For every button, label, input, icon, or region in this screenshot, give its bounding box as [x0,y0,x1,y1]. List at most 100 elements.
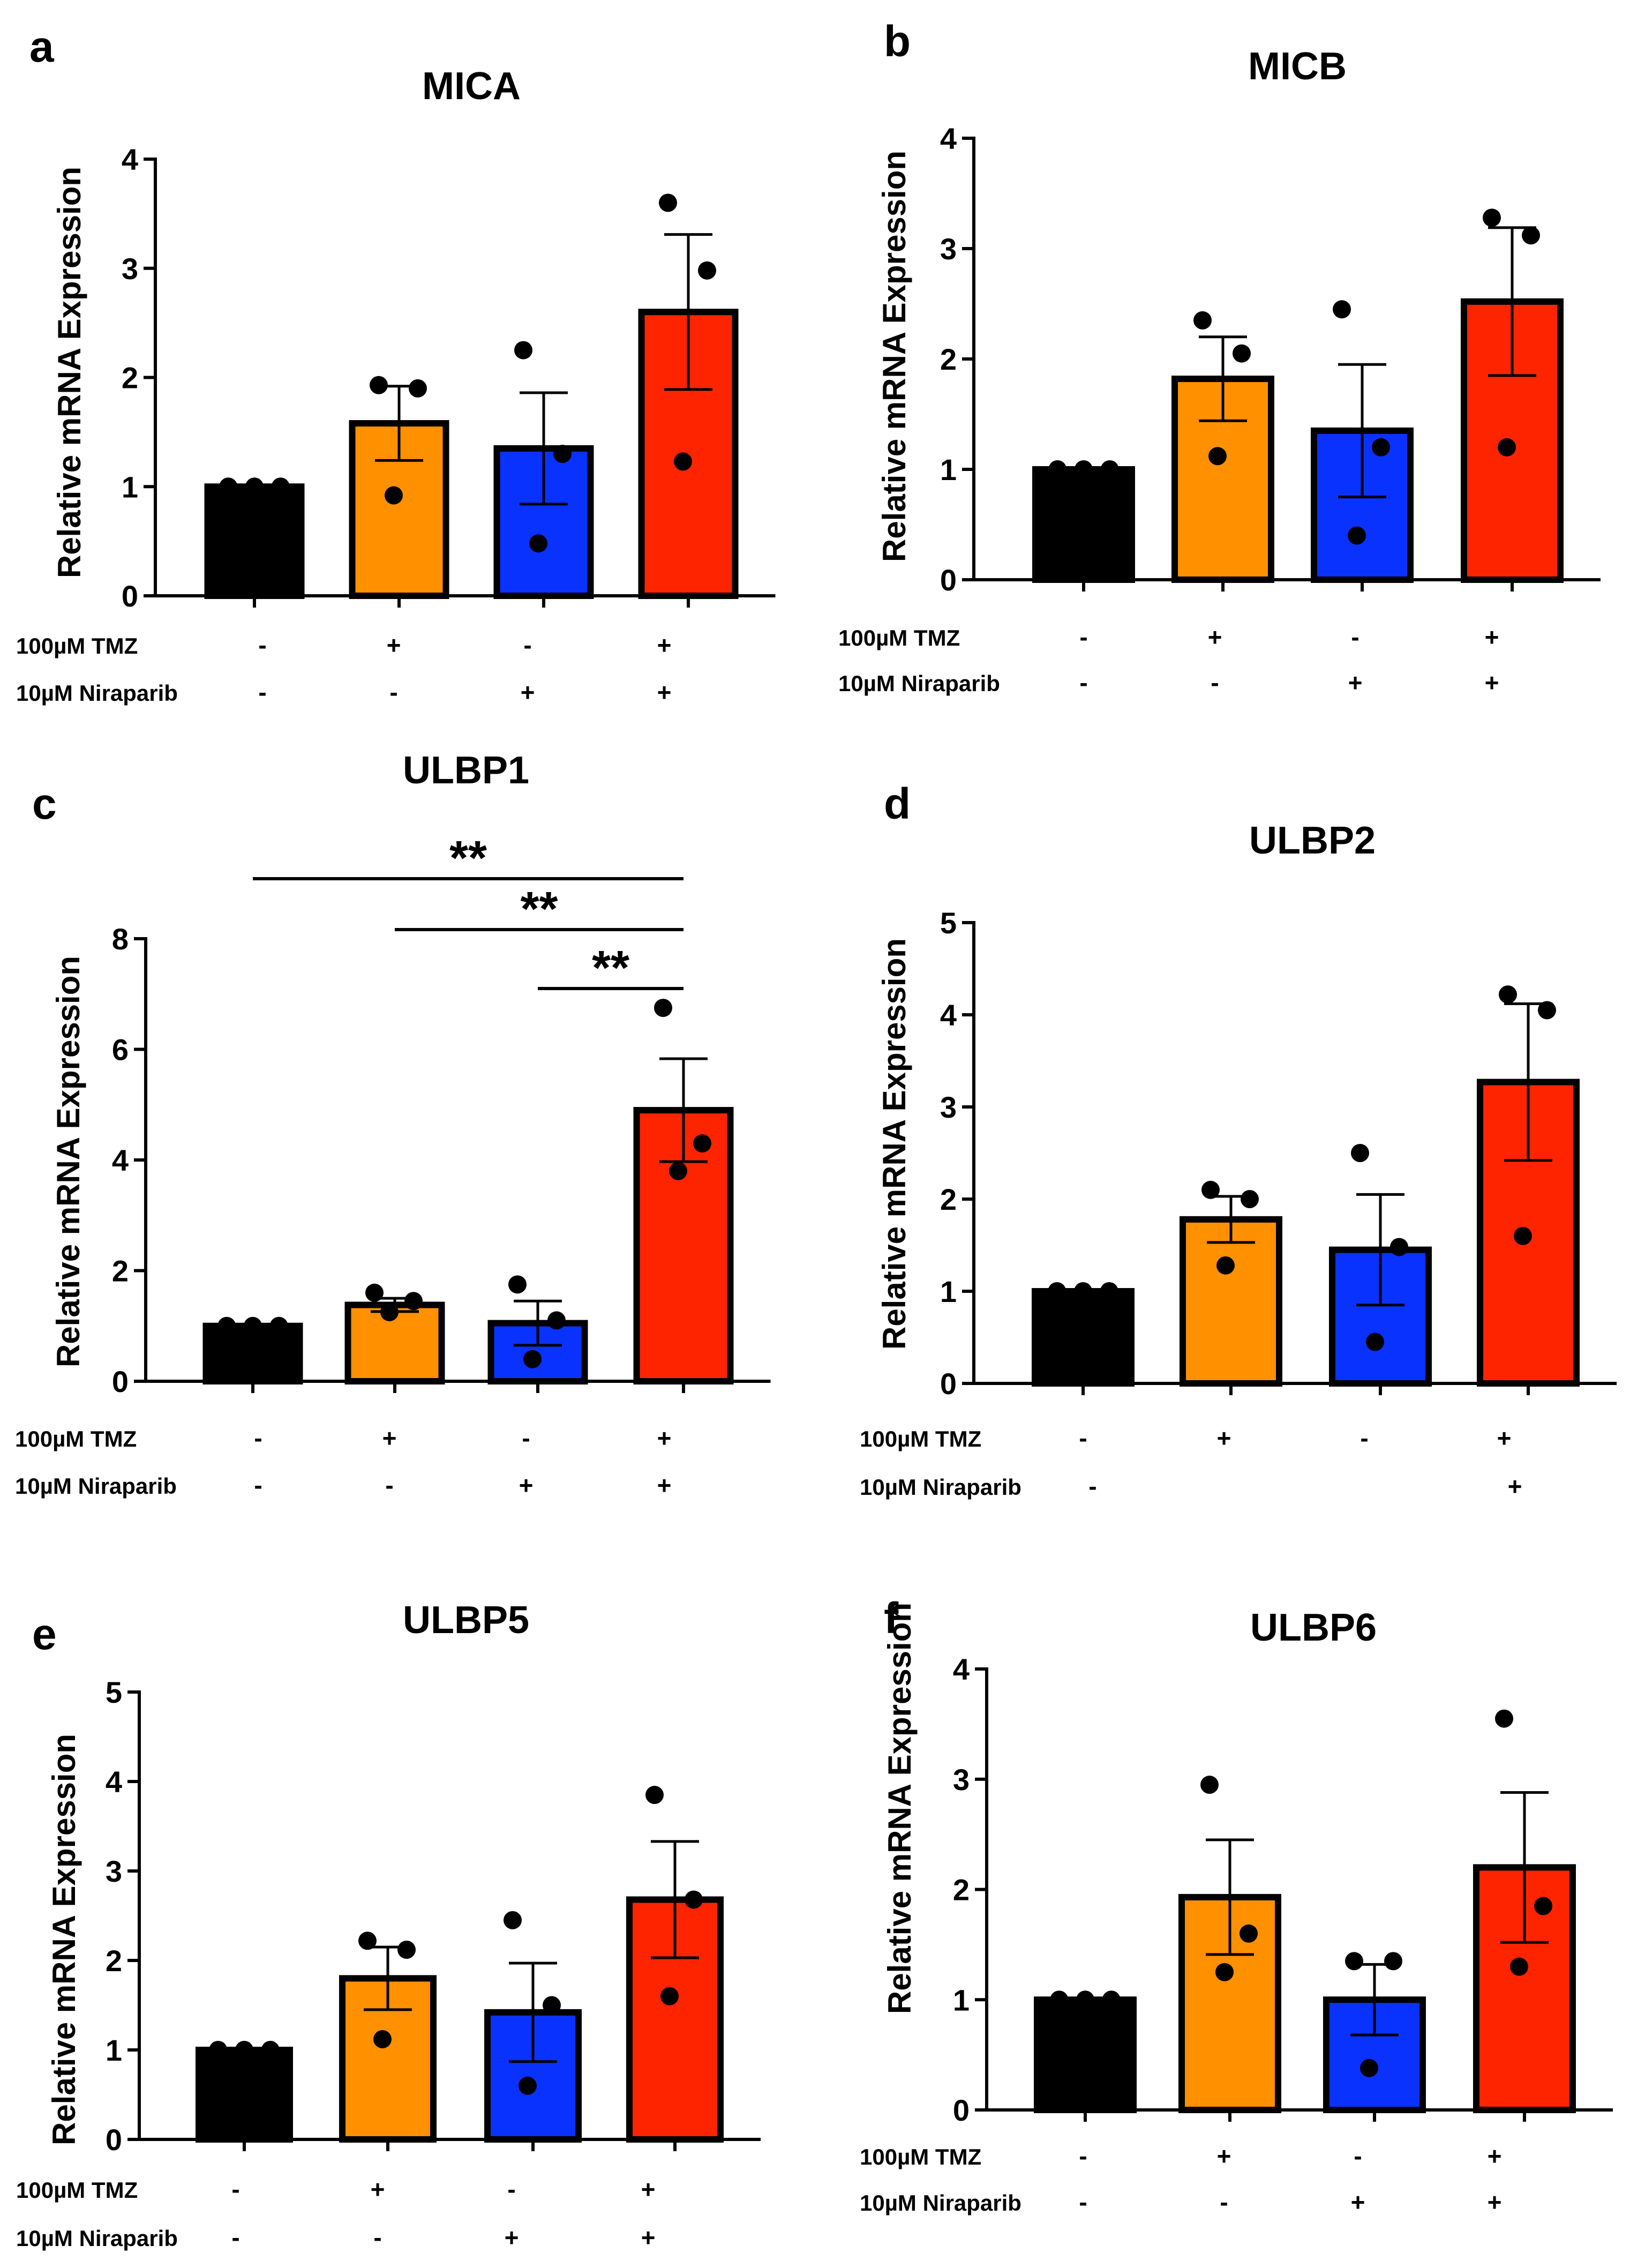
panel-b-ytick-label: 1 [940,453,957,486]
panel-f-niraparib-sign-2: - [1220,2188,1228,2216]
panel-e-point-1-2 [235,2041,253,2059]
panel-f-point-1-1 [1050,1990,1069,2009]
panel-e-point-4-3 [660,1987,679,2005]
panel-d-ytick-label: 4 [940,998,957,1032]
panel-d-title: ULBP2 [1249,819,1376,862]
panel-a-point-1-3 [271,477,290,496]
panel-f-point-2-3 [1215,1963,1234,1981]
panel-e-tmz-sign-1: - [231,2175,239,2203]
panel-c-point-4-2 [693,1134,711,1153]
panel-c-ytick-label: 6 [112,1033,129,1067]
panel-d-row-tmz-label: 100µM TMZ [860,1426,981,1451]
panel-e-point-2-1 [358,1932,377,1950]
panel-d-point-2-2 [1241,1190,1259,1208]
panel-d-tmz-sign-2: + [1217,1424,1231,1452]
panel-c-point-3-2 [547,1311,566,1330]
panel-d-point-1-1 [1048,1282,1066,1300]
panel-c-point-4-1 [654,999,672,1017]
panel-f-row-niraparib-label: 10µM Niraparib [860,2190,1021,2215]
panel-b-niraparib-sign-4: + [1485,669,1499,697]
panel-d-tmz-sign-3: - [1360,1424,1368,1452]
panel-a-point-1-2 [245,477,264,496]
panel-f-tmz-sign-2: + [1217,2142,1231,2170]
panel-e-niraparib-sign-3: + [505,2224,519,2251]
panel-e-row-niraparib-label: 10µM Niraparib [16,2226,178,2251]
panel-c-point-3-3 [523,1350,542,1368]
panel-b-row-tmz-label: 100µM TMZ [838,625,960,650]
panel-d-bar-2 [1180,1216,1282,1387]
panel-b-point-4-2 [1522,226,1540,245]
panel-d-ytick-label: 0 [940,1367,957,1401]
panel-e-ytick-label: 1 [106,2033,122,2067]
panel-b-point-4-3 [1498,438,1516,456]
panel-e-point-1-1 [209,2041,228,2059]
panel-f-tmz-sign-4: + [1488,2142,1502,2170]
panel-d-point-4-3 [1514,1226,1532,1245]
panel-f-ytick-label: 4 [953,1652,970,1686]
panel-e-ytick-label: 0 [106,2123,122,2157]
panel-a-tmz-sign-4: + [657,631,672,659]
panel-d-point-1-2 [1074,1282,1092,1300]
panel-f-letter: f [884,1594,899,1643]
panel-a-ytick-label: 2 [122,361,138,395]
panel-c-ytick-label: 8 [112,922,129,956]
panel-e-ytick-label: 2 [106,1944,122,1978]
panel-b-point-3-2 [1372,438,1390,456]
panel-f-point-2-2 [1240,1924,1258,1943]
panel-b-ytick-label: 0 [940,563,957,597]
panel-a-niraparib-sign-1: - [258,678,266,706]
panel-f-row-tmz-label: 100µM TMZ [860,2144,981,2169]
panel-e-point-1-3 [261,2041,280,2059]
panel-d-ytick-label: 2 [940,1182,957,1216]
panel-d-niraparib-sign-4: + [1508,1472,1522,1500]
panel-f-point-3-3 [1360,2059,1378,2077]
panel-c-point-2-1 [365,1283,384,1302]
panel-c-tmz-sign-1: - [254,1424,262,1452]
panel-a-ytick-label: 0 [122,579,138,613]
panel-e-point-4-2 [685,1890,703,1909]
panel-c-niraparib-sign-3: + [519,1471,534,1499]
panel-c-row-niraparib-label: 10µM Niraparib [15,1473,177,1499]
panel-a-letter: a [29,23,55,71]
panel-b-point-2-3 [1208,447,1227,466]
panel-b-bar-1 [1032,466,1135,583]
panel-c-sig-label-2: ** [520,882,558,936]
panel-b-tmz-sign-3: - [1351,623,1359,651]
panel-f-bar-1 [1034,1996,1137,2113]
panel-e-tmz-sign-3: - [507,2175,515,2203]
panel-d-ylabel: Relative mRNA Expression [876,938,912,1350]
panel-a-point-4-1 [659,193,677,212]
panel-f-point-1-2 [1076,1990,1094,2009]
panel-f-tmz-sign-1: - [1079,2142,1087,2170]
panel-b-ytick-label: 3 [940,232,957,266]
panel-c-letter: c [32,780,57,828]
panel-b-letter: b [884,17,911,66]
panel-a-row-niraparib-label: 10µM Niraparib [16,680,178,706]
panel-f-ytick-label: 0 [953,2093,970,2127]
panel-a-point-3-2 [553,445,572,463]
panel-e-ytick-label: 5 [106,1675,122,1709]
panel-a-title: MICA [422,65,521,108]
panel-e-letter: e [32,1610,57,1659]
panel-b-tmz-sign-2: + [1208,623,1222,651]
panel-f-point-4-3 [1510,1957,1528,1976]
panel-e-niraparib-sign-4: + [641,2224,656,2251]
panel-a-point-4-2 [698,261,716,280]
panel-e-ylabel: Relative mRNA Expression [46,1734,82,2145]
panel-b-point-4-1 [1483,208,1501,227]
panel-f-point-1-3 [1102,1990,1121,2009]
panel-b-row-niraparib-label: 10µM Niraparib [838,671,1000,696]
panel-c-ytick-label: 4 [112,1143,129,1177]
panel-c-point-4-3 [669,1162,687,1180]
panel-d-tmz-sign-1: - [1079,1424,1087,1452]
panel-d-point-3-2 [1390,1238,1408,1256]
panel-c-row-tmz-label: 100µM TMZ [15,1426,137,1451]
panel-f-point-3-1 [1345,1952,1363,1971]
panel-d-ytick-label: 1 [940,1275,957,1308]
panel-a-ytick-label: 1 [122,470,138,504]
panel-c-tmz-sign-2: + [382,1424,397,1452]
panel-a-point-2-1 [370,376,388,394]
panel-e-ytick-label: 3 [106,1854,122,1888]
panel-b-tmz-sign-1: - [1079,623,1087,651]
